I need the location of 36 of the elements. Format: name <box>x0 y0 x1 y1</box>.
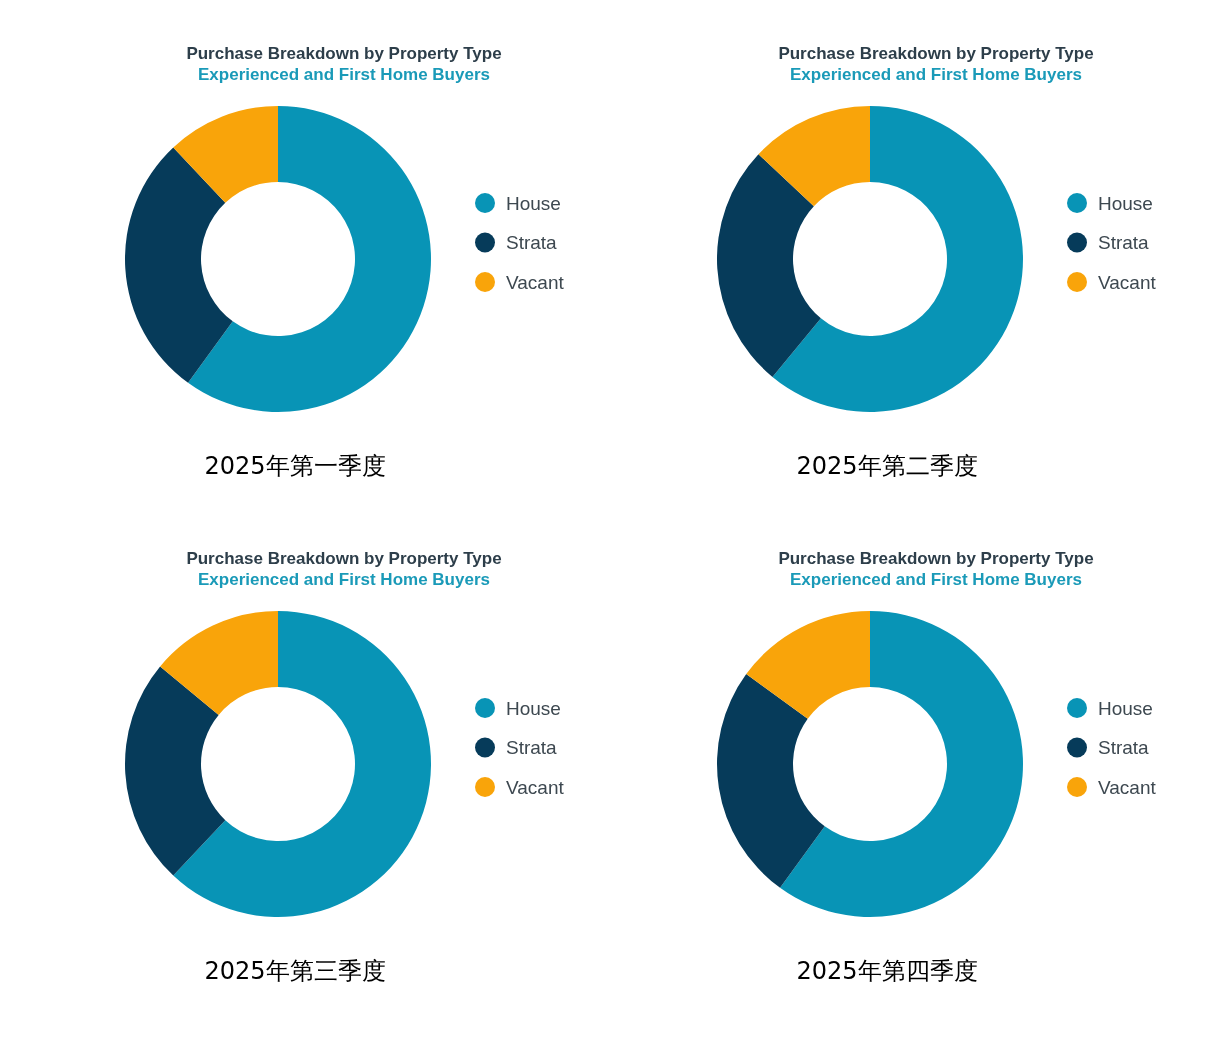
text: 2025年第四季度 <box>796 957 978 985</box>
legend-label: Strata <box>506 232 558 254</box>
chart-subtitle: Experienced and First Home Buyers <box>790 570 1082 589</box>
legend-label: Vacant <box>1098 271 1157 293</box>
donut-slice <box>746 611 870 719</box>
donut-slice <box>717 674 825 888</box>
legend-label: Vacant <box>506 776 565 798</box>
chart-title: Purchase Breakdown by Property Type <box>186 44 502 63</box>
chart-subtitle: Experienced and First Home Buyers <box>790 65 1082 84</box>
legend-label: House <box>506 697 561 719</box>
legend-label: Vacant <box>506 271 565 293</box>
text: 2025年第三季度 <box>204 957 386 985</box>
donut-slice <box>758 106 870 207</box>
legend-label: Vacant <box>1098 776 1157 798</box>
legend-label: House <box>1098 192 1153 214</box>
chart-subtitle: Experienced and First Home Buyers <box>198 65 490 84</box>
chart-title: Purchase Breakdown by Property Type <box>778 44 1094 63</box>
donut-slice <box>125 666 226 876</box>
legend-label: Strata <box>506 737 558 759</box>
chart-title: Purchase Breakdown by Property Type <box>778 549 1094 568</box>
donut-slice <box>160 611 278 715</box>
donut-slice <box>173 611 431 917</box>
text: 2025年第二季度 <box>796 452 978 480</box>
text: 2025年第一季度 <box>204 452 386 480</box>
legend-label: House <box>1098 697 1153 719</box>
donut-slice <box>125 147 233 383</box>
legend-label: Strata <box>1098 737 1150 759</box>
donut-slice <box>772 106 1023 412</box>
chart-title: Purchase Breakdown by Property Type <box>186 549 502 568</box>
legend-label: House <box>506 192 561 214</box>
chart-subtitle: Experienced and First Home Buyers <box>198 570 490 589</box>
donut-slice <box>173 106 278 203</box>
donut-slice <box>188 106 431 412</box>
legend-label: Strata <box>1098 232 1150 254</box>
donut-slice <box>780 611 1023 917</box>
donut-slice <box>717 154 821 377</box>
